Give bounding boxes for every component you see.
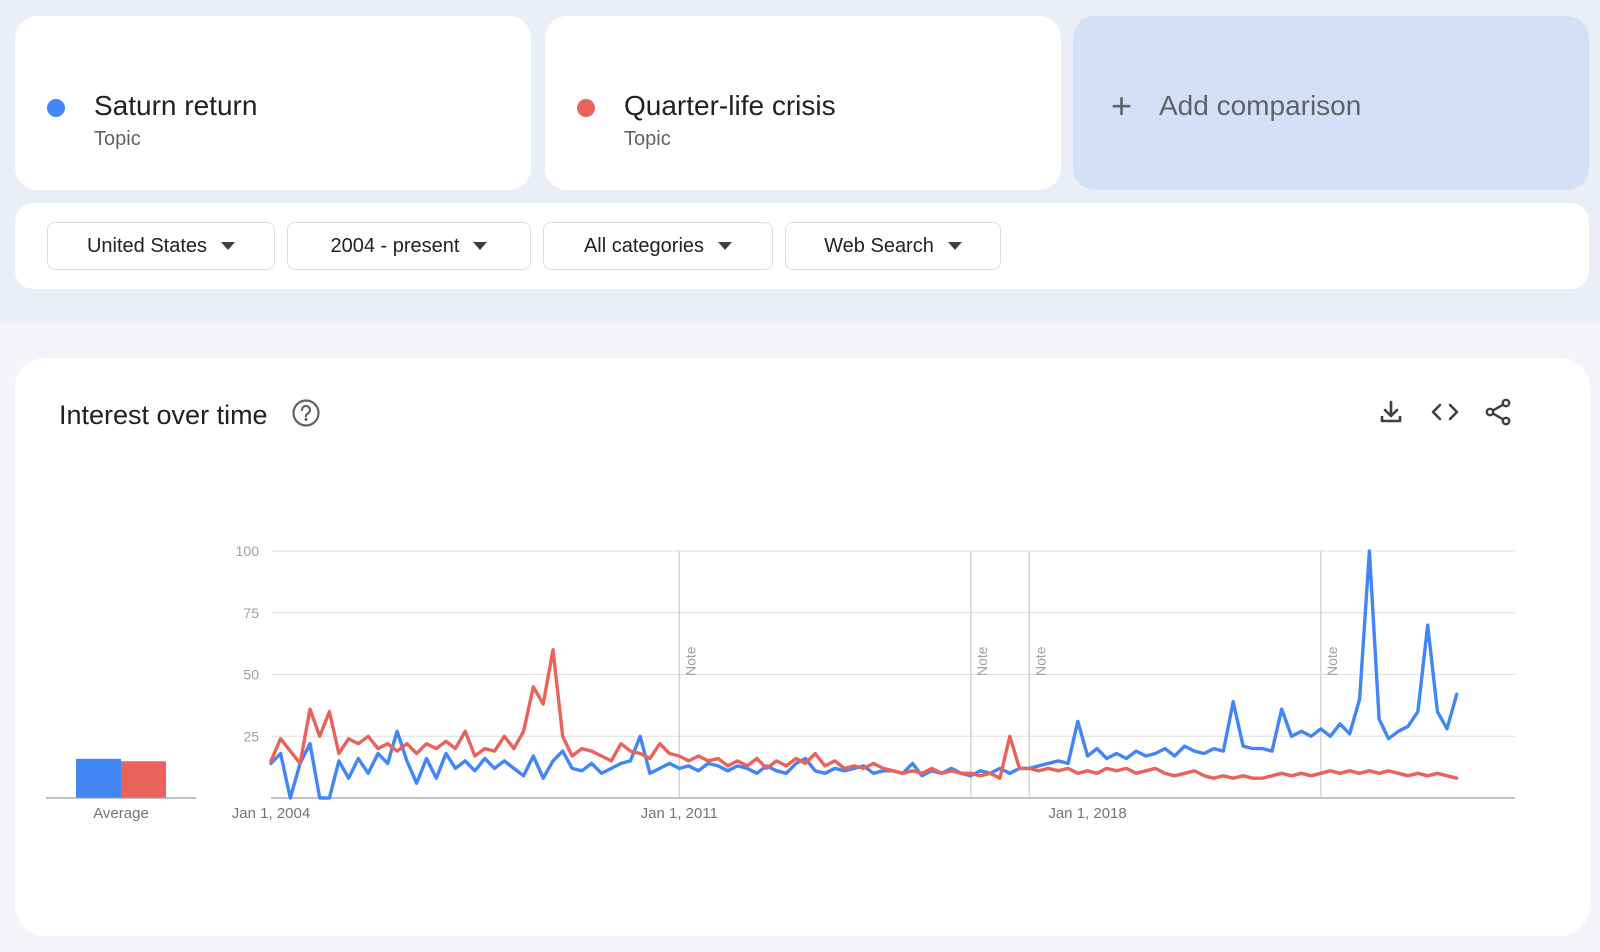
x-tick-label: Jan 1, 2004 (232, 805, 310, 822)
category-filter[interactable]: All categories (543, 222, 773, 270)
download-icon[interactable] (1375, 396, 1407, 428)
add-comparison-button[interactable]: + Add comparison (1073, 16, 1589, 190)
filter-label: Web Search (824, 234, 934, 257)
panel-title: Interest over time (59, 400, 268, 430)
y-tick-label: 100 (236, 543, 260, 559)
note-label: Note (1032, 646, 1048, 676)
note-label: Note (974, 646, 990, 676)
term-type: Topic (94, 128, 141, 150)
region-filter[interactable]: United States (47, 222, 275, 270)
search-type-filter[interactable]: Web Search (785, 222, 1001, 270)
note-label: Note (682, 646, 698, 676)
plus-icon: + (1111, 85, 1133, 126)
y-tick-label: 50 (243, 667, 259, 683)
term-card-saturn-return[interactable]: Saturn return Topic (15, 16, 531, 190)
series-line-1 (269, 549, 1459, 800)
share-icon[interactable] (1482, 396, 1514, 428)
interest-over-time-panel: Interest over time 100 75 50 25 Note Note Not… (15, 358, 1590, 936)
y-tick-label: 25 (243, 728, 259, 744)
series-color-dot (577, 99, 595, 117)
term-name: Saturn return (94, 90, 258, 121)
caret-down-icon (221, 242, 236, 250)
filter-label: United States (86, 234, 208, 257)
average-bar-1 (76, 758, 121, 798)
caret-down-icon (473, 242, 488, 250)
note-label: Note (1324, 646, 1340, 676)
caret-down-icon (947, 242, 962, 250)
series-line-2 (269, 648, 1459, 780)
term-type: Topic (624, 128, 671, 150)
interest-chart: 100 75 50 25 Note Note Note Note Average Jan 1… (46, 543, 1515, 822)
x-tick-label: Jan 1, 2011 (641, 805, 718, 822)
add-comparison-label: Add comparison (1159, 90, 1362, 121)
filter-label: 2004 - present (330, 234, 460, 257)
term-card-quarter-life-crisis[interactable]: Quarter-life crisis Topic (545, 16, 1061, 190)
filter-label: All categories (583, 234, 705, 257)
caret-down-icon (718, 242, 733, 250)
term-name: Quarter-life crisis (624, 90, 836, 121)
y-tick-label: 75 (243, 605, 259, 621)
help-icon[interactable] (291, 398, 321, 428)
time-range-filter[interactable]: 2004 - present (287, 222, 531, 270)
x-tick-label: Jan 1, 2018 (1048, 805, 1126, 822)
average-bar-2 (121, 761, 166, 798)
embed-icon[interactable] (1429, 396, 1461, 428)
average-label: Average (93, 805, 149, 822)
filter-bar: United States 2004 - present All categor… (15, 203, 1589, 289)
series-color-dot (47, 99, 65, 117)
